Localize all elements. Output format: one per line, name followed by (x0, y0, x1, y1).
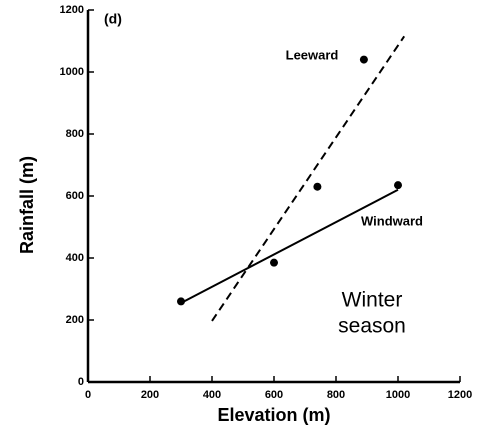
y-tick-label: 1000 (60, 66, 84, 78)
fit-line (180, 188, 399, 304)
data-point (313, 182, 322, 191)
y-tick-label: 600 (66, 190, 84, 202)
data-point (270, 258, 278, 267)
fit-line (211, 35, 406, 322)
panel-label: (d) (104, 11, 122, 27)
data-point (177, 297, 185, 306)
y-tick-label: 800 (66, 128, 84, 140)
x-tick-label: 1000 (386, 389, 410, 401)
annotation: Winter (342, 289, 403, 312)
series-label: Leeward (286, 47, 339, 62)
x-tick-label: 400 (203, 389, 221, 401)
x-tick-label: 0 (85, 389, 91, 401)
x-tick-label: 600 (265, 389, 283, 401)
annotation: season (338, 315, 406, 338)
x-tick-label: 800 (327, 389, 345, 401)
y-axis-label: Rainfall (m) (17, 156, 37, 254)
x-tick-label: 200 (141, 389, 159, 401)
y-tick-label: 400 (66, 252, 84, 264)
data-point (394, 181, 402, 190)
y-tick-label: 200 (66, 314, 84, 326)
y-tick-label: 0 (78, 376, 84, 388)
series-label: Windward (361, 213, 423, 228)
x-tick-label: 1200 (448, 389, 472, 401)
data-point (359, 55, 368, 64)
y-tick-label: 1200 (60, 4, 84, 16)
x-axis-label: Elevation (m) (217, 405, 330, 425)
